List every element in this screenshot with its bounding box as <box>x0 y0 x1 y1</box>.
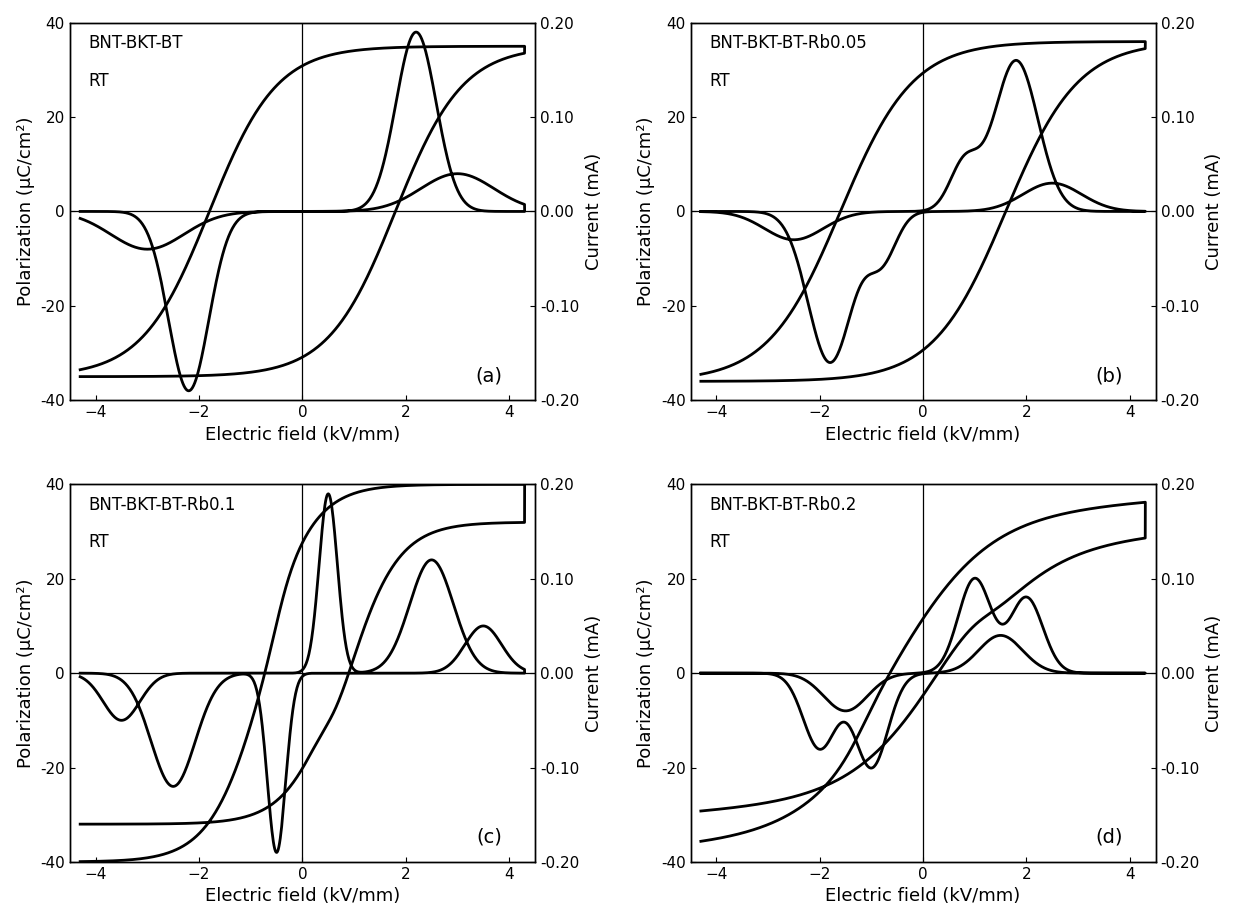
Text: RT: RT <box>709 534 730 551</box>
Text: BNT-BKT-BT-Rb0.1: BNT-BKT-BT-Rb0.1 <box>88 496 236 514</box>
Y-axis label: Polarization (μC/cm²): Polarization (μC/cm²) <box>16 117 35 306</box>
X-axis label: Electric field (kV/mm): Electric field (kV/mm) <box>205 426 401 443</box>
Text: (b): (b) <box>1096 366 1123 385</box>
X-axis label: Electric field (kV/mm): Electric field (kV/mm) <box>826 426 1021 443</box>
Text: BNT-BKT-BT-Rb0.2: BNT-BKT-BT-Rb0.2 <box>709 496 857 514</box>
Text: (c): (c) <box>476 828 502 846</box>
Text: (a): (a) <box>475 366 502 385</box>
Text: (d): (d) <box>1096 828 1123 846</box>
Text: RT: RT <box>709 72 730 89</box>
Y-axis label: Polarization (μC/cm²): Polarization (μC/cm²) <box>637 578 656 768</box>
Text: BNT-BKT-BT: BNT-BKT-BT <box>88 34 184 52</box>
Y-axis label: Current (mA): Current (mA) <box>584 153 603 270</box>
Text: RT: RT <box>88 534 109 551</box>
Y-axis label: Polarization (μC/cm²): Polarization (μC/cm²) <box>16 578 35 768</box>
Y-axis label: Current (mA): Current (mA) <box>1205 615 1224 732</box>
Text: BNT-BKT-BT-Rb0.05: BNT-BKT-BT-Rb0.05 <box>709 34 867 52</box>
Y-axis label: Current (mA): Current (mA) <box>584 615 603 732</box>
Y-axis label: Current (mA): Current (mA) <box>1205 153 1224 270</box>
X-axis label: Electric field (kV/mm): Electric field (kV/mm) <box>205 887 401 905</box>
X-axis label: Electric field (kV/mm): Electric field (kV/mm) <box>826 887 1021 905</box>
Y-axis label: Polarization (μC/cm²): Polarization (μC/cm²) <box>637 117 656 306</box>
Text: RT: RT <box>88 72 109 89</box>
